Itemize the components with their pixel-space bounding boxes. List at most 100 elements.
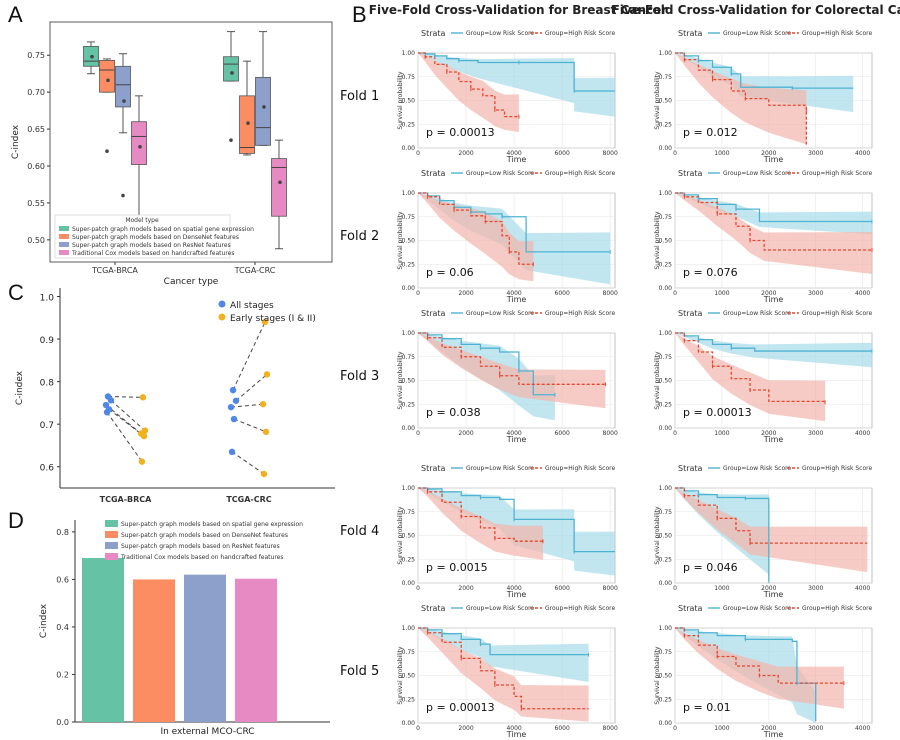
x-tick-label: 2000	[458, 430, 473, 437]
y-tick-label: 0.9	[40, 336, 55, 346]
y-tick-label: 0.75	[659, 649, 673, 656]
y-axis-label: C-index	[39, 603, 49, 638]
panel-letter-c: C	[8, 280, 24, 305]
y-tick-label: 0.2	[56, 670, 69, 679]
legend-low-label: Group=Low Risk Score	[723, 605, 791, 612]
x-tick-label: 3000	[808, 150, 823, 157]
x-tick-label: 0	[673, 585, 677, 592]
early-stages-point	[261, 318, 269, 326]
early-stages-point	[263, 371, 271, 378]
x-tick-label: 6000	[555, 585, 570, 592]
legend-label: Super-patch graph models based on ResNet…	[72, 242, 231, 249]
panel-letter-a: A	[8, 2, 23, 27]
legend-label: Super-patch graph models based on spatia…	[72, 226, 254, 233]
legend-label: Super-patch graph models based on DenseN…	[72, 234, 239, 241]
y-tick-label: 1.00	[402, 625, 416, 632]
low-risk-curve	[675, 52, 854, 89]
y-tick-label: 0.50	[659, 378, 673, 385]
y-tick-label: 0.70	[27, 88, 45, 97]
early-stages-point	[140, 432, 148, 440]
y-axis-label: Survival probability	[397, 351, 404, 410]
panel-letter-d: D	[8, 508, 24, 533]
p-value: p = 0.00013	[426, 701, 495, 714]
confidence-band	[675, 333, 826, 422]
legend-high-label: Group=High Risk Score	[802, 30, 872, 37]
legend-label: Early stages (I & II)	[230, 314, 316, 324]
km-plot: Strata Group=Low Risk Score Group=High Ris…	[397, 604, 618, 739]
x-tick-label: 4000	[855, 430, 870, 437]
y-tick-label: 0.25	[659, 556, 673, 563]
mean-point	[122, 99, 126, 103]
x-tick-label: 4000	[506, 290, 521, 297]
legend-swatch	[59, 250, 69, 255]
x-tick-label: 4000	[506, 430, 521, 437]
legend-swatch	[59, 234, 69, 239]
y-tick-label: 0.00	[659, 720, 673, 727]
mean-point	[106, 78, 110, 83]
y-tick-label: 1.00	[659, 330, 673, 337]
mean-point	[90, 54, 94, 59]
strata-label: Strata	[678, 309, 703, 318]
y-tick-label: 1.0	[40, 294, 55, 304]
y-axis-label: Survival probability	[397, 646, 404, 705]
confidence-band	[675, 488, 868, 573]
y-axis-label: Survival probability	[654, 506, 661, 565]
x-tick-label: 0	[416, 725, 420, 732]
strata-label: Strata	[421, 604, 446, 613]
y-tick-label: 0.25	[659, 696, 673, 703]
mean-point	[246, 121, 250, 125]
y-tick-label: 0.75	[659, 214, 673, 221]
pair-connector	[232, 321, 266, 391]
legend-label: Super-patch graph models based on DenseN…	[121, 532, 288, 539]
x-tick-label: 2000	[761, 430, 776, 437]
km-plot: Strata Group=Low Risk Score Group=High Ris…	[397, 29, 618, 164]
y-tick-label: 0.25	[402, 556, 416, 563]
mean-point	[138, 145, 142, 149]
x-axis-label: Time	[763, 590, 784, 599]
x-tick-label: 1000	[714, 290, 729, 297]
high-risk-curve	[675, 627, 844, 684]
x-tick-label: 6000	[555, 150, 570, 157]
legend-low-label: Group=Low Risk Score	[723, 465, 791, 472]
all-stages-point	[103, 409, 111, 416]
box	[255, 76, 271, 146]
y-axis-label: Survival probability	[397, 506, 404, 565]
legend-marker	[218, 300, 226, 308]
outlier-point	[105, 149, 109, 154]
legend-high-label: Group=High Risk Score	[802, 170, 872, 177]
high-risk-curve	[418, 192, 534, 265]
y-tick-label: 0.50	[402, 378, 416, 385]
y-tick-label: 1.00	[659, 485, 673, 492]
legend-high-label: Group=High Risk Score	[802, 310, 872, 317]
x-tick-label: 2000	[761, 150, 776, 157]
high-risk-curve	[675, 332, 826, 403]
y-tick-label: 0.25	[659, 401, 673, 408]
fold-label: Fold 3	[340, 369, 379, 384]
low-risk-curve	[418, 192, 611, 253]
confidence-band	[418, 53, 615, 117]
y-tick-label: 0.25	[659, 121, 673, 128]
high-risk-curve	[418, 332, 606, 385]
y-tick-label: 0.50	[659, 533, 673, 540]
y-tick-label: 0.25	[659, 261, 673, 268]
x-tick-label: 2000	[458, 585, 473, 592]
y-tick-label: 0.8	[40, 379, 55, 389]
pair-connector	[231, 451, 265, 475]
legend-high-label: Group=High Risk Score	[545, 30, 615, 37]
x-tick-label: 8000	[603, 430, 618, 437]
km-plot: Strata Group=Low Risk Score Group=High Ris…	[654, 29, 872, 164]
pair-connector	[110, 399, 146, 431]
x-axis-label: In external MCO-CRC	[160, 727, 254, 737]
p-value: p = 0.076	[683, 266, 738, 279]
x-tick-label: 4000	[506, 585, 521, 592]
low-risk-curve	[675, 627, 817, 722]
x-axis-label: Time	[506, 590, 527, 599]
legend-label: Super-patch graph models based on ResNet…	[121, 543, 280, 550]
legend-low-label: Group=Low Risk Score	[723, 30, 791, 37]
y-tick-label: 0.00	[402, 580, 416, 587]
all-stages-point	[230, 415, 238, 423]
y-tick-label: 0.75	[27, 51, 45, 60]
legend-high-label: Group=High Risk Score	[545, 310, 615, 317]
x-tick-label: 0	[416, 290, 420, 297]
strata-label: Strata	[421, 29, 446, 38]
